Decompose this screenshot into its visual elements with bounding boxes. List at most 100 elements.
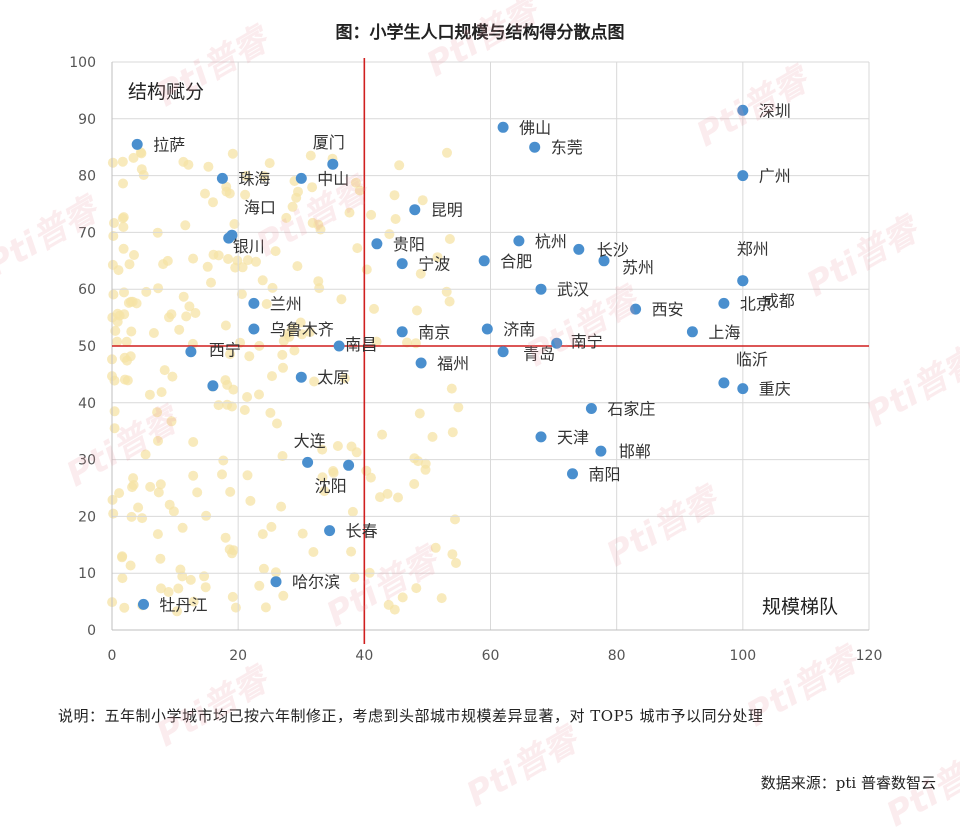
background-dot xyxy=(183,159,194,170)
y-tick-label: 40 xyxy=(78,396,96,412)
background-dot xyxy=(190,308,201,318)
background-dot xyxy=(257,529,268,540)
background-dot xyxy=(200,582,211,593)
city-point xyxy=(737,275,749,287)
background-dot xyxy=(192,487,203,498)
background-dot xyxy=(414,408,425,419)
background-dot xyxy=(436,593,447,604)
background-dot xyxy=(107,157,118,168)
background-dot xyxy=(155,479,166,490)
background-dot xyxy=(203,161,214,172)
background-dot xyxy=(257,275,268,286)
background-dot xyxy=(259,171,270,182)
background-dot xyxy=(309,376,320,387)
background-dot xyxy=(287,323,298,334)
city-point xyxy=(223,232,235,244)
background-dot xyxy=(389,190,400,201)
city-label: 昆明 xyxy=(431,201,463,220)
background-dot xyxy=(158,259,169,270)
background-dot xyxy=(430,542,441,553)
city-point xyxy=(497,121,509,133)
background-dot xyxy=(281,212,292,223)
background-dot xyxy=(251,256,261,267)
background-dot xyxy=(136,148,147,159)
background-dot xyxy=(110,325,121,336)
background-dot xyxy=(201,510,212,521)
city-point xyxy=(396,258,408,270)
background-dot xyxy=(163,587,174,597)
city-label: 苏州 xyxy=(622,258,654,277)
background-dot xyxy=(185,574,196,585)
background-dot xyxy=(225,349,235,360)
city-label: 合肥 xyxy=(500,252,532,271)
y-tick-label: 10 xyxy=(78,566,96,582)
background-dot xyxy=(260,602,271,613)
city-point xyxy=(573,243,585,255)
y-tick-label: 80 xyxy=(78,169,96,185)
background-dot xyxy=(156,583,166,594)
background-dot xyxy=(206,277,216,288)
x-tick-label: 100 xyxy=(729,648,756,664)
background-dot xyxy=(420,464,431,475)
x-tick-label: 0 xyxy=(108,648,117,664)
background-dot xyxy=(221,186,232,197)
city-point xyxy=(686,326,698,338)
chart-title: 图：小学生人口规模与结构得分散点图 xyxy=(335,23,625,43)
background-dot xyxy=(393,492,403,503)
background-dot xyxy=(371,336,382,347)
background-dot xyxy=(188,596,199,607)
background-dot xyxy=(227,148,238,159)
background-dot xyxy=(136,164,147,175)
city-label: 西安 xyxy=(652,300,684,319)
city-point xyxy=(551,337,563,349)
background-dot xyxy=(308,547,319,557)
city-points-layer xyxy=(131,104,749,610)
background-dot xyxy=(258,563,269,574)
background-dot xyxy=(153,435,163,446)
city-label: 沈阳 xyxy=(315,476,347,495)
city-point xyxy=(270,576,282,588)
background-dot xyxy=(213,400,224,411)
background-dot xyxy=(121,336,132,347)
background-dot xyxy=(339,373,350,384)
background-dot xyxy=(117,156,128,167)
background-dot xyxy=(119,352,130,363)
background-dot xyxy=(447,427,458,438)
background-dot xyxy=(166,416,177,427)
background-dot xyxy=(129,250,139,260)
background-dot xyxy=(184,301,195,312)
background-dot xyxy=(153,487,164,498)
city-label: 广州 xyxy=(759,167,791,186)
background-dot xyxy=(297,528,308,539)
background-dot xyxy=(174,324,185,335)
background-dot xyxy=(366,209,377,220)
city-label: 太原 xyxy=(317,368,349,387)
background-dot xyxy=(181,311,192,322)
background-dot xyxy=(236,289,247,300)
background-dot xyxy=(124,259,135,270)
background-dot xyxy=(344,207,355,218)
background-dot xyxy=(242,470,253,481)
background-dot xyxy=(188,437,199,447)
background-dot xyxy=(117,213,128,224)
background-dot xyxy=(155,553,166,564)
background-dot xyxy=(277,451,288,461)
background-dot xyxy=(394,160,405,171)
city-label: 青岛 xyxy=(523,345,555,364)
background-dot xyxy=(153,283,164,294)
background-dot xyxy=(304,327,315,338)
city-label: 济南 xyxy=(503,320,535,339)
background-dot xyxy=(140,449,151,460)
background-dot xyxy=(328,466,339,476)
background-dot xyxy=(305,150,316,161)
city-point xyxy=(481,323,493,335)
background-dot xyxy=(411,583,422,594)
city-label: 乌鲁木齐 xyxy=(270,320,334,339)
footnote: 说明：五年制小学城市均已按六年制修正，考虑到头部城市规模差异显著，对 TOP5 … xyxy=(58,707,764,725)
background-dot xyxy=(319,486,330,497)
background-dot xyxy=(137,513,148,524)
background-dot xyxy=(141,286,152,297)
city-point xyxy=(737,383,749,395)
city-label: 石家庄 xyxy=(607,400,655,419)
